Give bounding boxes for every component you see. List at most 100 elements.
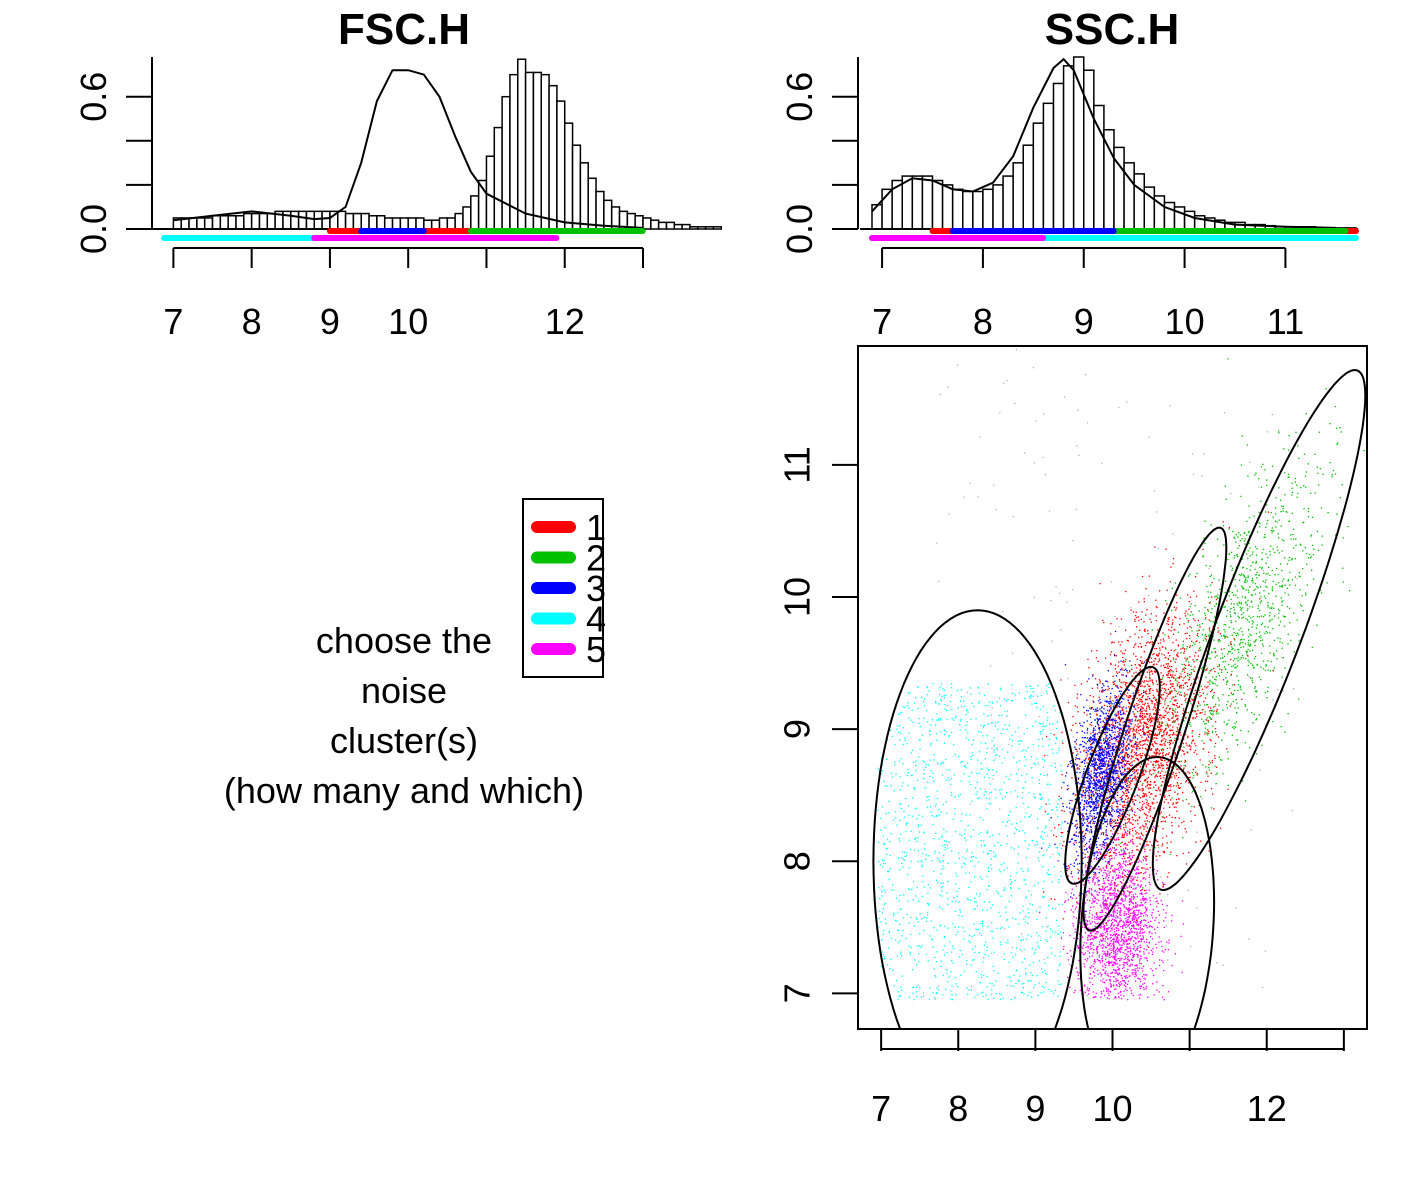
histogram-bar [385, 218, 393, 229]
histogram-bar [197, 218, 205, 229]
histogram-bar [1134, 174, 1144, 229]
x-tick-label: 11 [1267, 301, 1304, 342]
histogram-bar [244, 214, 252, 229]
histogram-bar [471, 196, 479, 229]
rug-point [407, 235, 413, 241]
rug-point [1120, 228, 1126, 234]
rug-point [614, 228, 620, 234]
histogram-bar [1064, 66, 1074, 229]
rug-point [1353, 235, 1359, 241]
rug-point [295, 235, 301, 241]
histogram-bar [1054, 83, 1064, 229]
x-tick-label: 12 [545, 301, 585, 342]
y-tick-label: 9 [777, 719, 818, 739]
histogram-bar [252, 214, 260, 229]
histogram-bar [1023, 145, 1033, 229]
histogram-bar [424, 220, 432, 229]
y-tick-label: 7 [777, 983, 818, 1003]
histogram-bar [393, 218, 401, 229]
histogram-bar [549, 86, 557, 229]
legend: 12345 [537, 507, 606, 670]
histogram-bar [993, 185, 1003, 229]
histogram-bars [860, 57, 1358, 229]
histogram-bar [651, 220, 659, 229]
rug-point [1333, 235, 1339, 241]
histogram-bar [1104, 130, 1114, 229]
rug-point [880, 235, 886, 241]
histogram-bar [690, 227, 698, 229]
histogram-bar [565, 123, 573, 229]
histogram-bar [306, 211, 314, 229]
histogram-bar [314, 211, 322, 229]
rug-point [1277, 228, 1283, 234]
rug-point [1095, 228, 1101, 234]
x-tick-label: 9 [1025, 1088, 1045, 1129]
histogram-bar [1013, 163, 1023, 229]
histogram-bar [933, 180, 943, 229]
histogram-bar [338, 211, 346, 229]
histogram-bar [369, 216, 377, 229]
histogram-bar [557, 101, 565, 229]
rug-point [492, 228, 498, 234]
rug-point [1230, 235, 1236, 241]
x-tick-label: 7 [872, 301, 892, 342]
scatter-points [877, 318, 1371, 1000]
histogram-bar [361, 214, 369, 229]
y-tick-label: 0.6 [73, 72, 114, 122]
histogram-bar [1084, 70, 1094, 229]
histogram-bar [447, 218, 455, 229]
rug-point [384, 228, 390, 234]
x-axis: 7 8 9 10 12 [871, 1029, 1344, 1129]
x-tick-label: 9 [1074, 301, 1094, 342]
rug-point [886, 235, 892, 241]
plot-frame [858, 346, 1367, 1029]
rug-point [196, 235, 202, 241]
y-axis: 0.0 0.6 [73, 57, 152, 254]
legend-label: 5 [586, 629, 606, 670]
histogram-bar [400, 218, 408, 229]
prompt-line-1: choose the [316, 620, 492, 661]
histogram-bar [706, 227, 714, 229]
histogram-bar [518, 59, 526, 229]
rug-point [1205, 228, 1211, 234]
rug-point [1247, 228, 1253, 234]
histogram-bar [666, 222, 674, 229]
rug-point [241, 235, 247, 241]
rug-point [484, 235, 490, 241]
histogram-bar [205, 218, 213, 229]
histogram-bar [1043, 103, 1053, 229]
histogram-bar [353, 214, 361, 229]
x-axis: 7 8 9 10 12 [163, 248, 643, 342]
histogram-bar [1094, 106, 1104, 229]
histogram-bar [463, 207, 471, 229]
ellipse-cluster-4 [873, 610, 1081, 1112]
x-axis: 7 8 9 10 11 [872, 248, 1304, 342]
histogram-bar [377, 216, 385, 229]
histogram-bar [674, 225, 682, 229]
histogram-bar [526, 72, 534, 229]
rug-point [961, 235, 967, 241]
histogram-bar [322, 211, 330, 229]
cluster-choice-panel: 12345 choose the noise cluster(s) (how m… [224, 499, 606, 811]
histogram-bar [213, 216, 221, 229]
rug-point [1021, 228, 1027, 234]
histogram-bar [267, 214, 275, 229]
histogram-bar [259, 214, 267, 229]
chart-title: SSC.H [1045, 5, 1179, 54]
scatter-panel: 7891011 7 8 9 10 12 [777, 318, 1372, 1129]
histogram-bar [228, 216, 236, 229]
histogram-bar [291, 211, 299, 229]
rug-point [1007, 235, 1013, 241]
rug-point [1353, 228, 1359, 234]
histogram-bar [299, 211, 307, 229]
y-tick-label: 8 [777, 851, 818, 871]
rug-point [503, 235, 509, 241]
histogram-bar [416, 218, 424, 229]
y-tick-label: 0.6 [779, 72, 820, 122]
y-tick-label: 0.0 [73, 204, 114, 254]
histogram-bar [912, 176, 922, 229]
x-tick-label: 7 [871, 1088, 891, 1129]
ssc-histogram-panel: SSC.H 0.00.6 7 8 9 10 11 [779, 5, 1359, 342]
rug-point [626, 228, 632, 234]
histogram-bar [494, 128, 502, 229]
